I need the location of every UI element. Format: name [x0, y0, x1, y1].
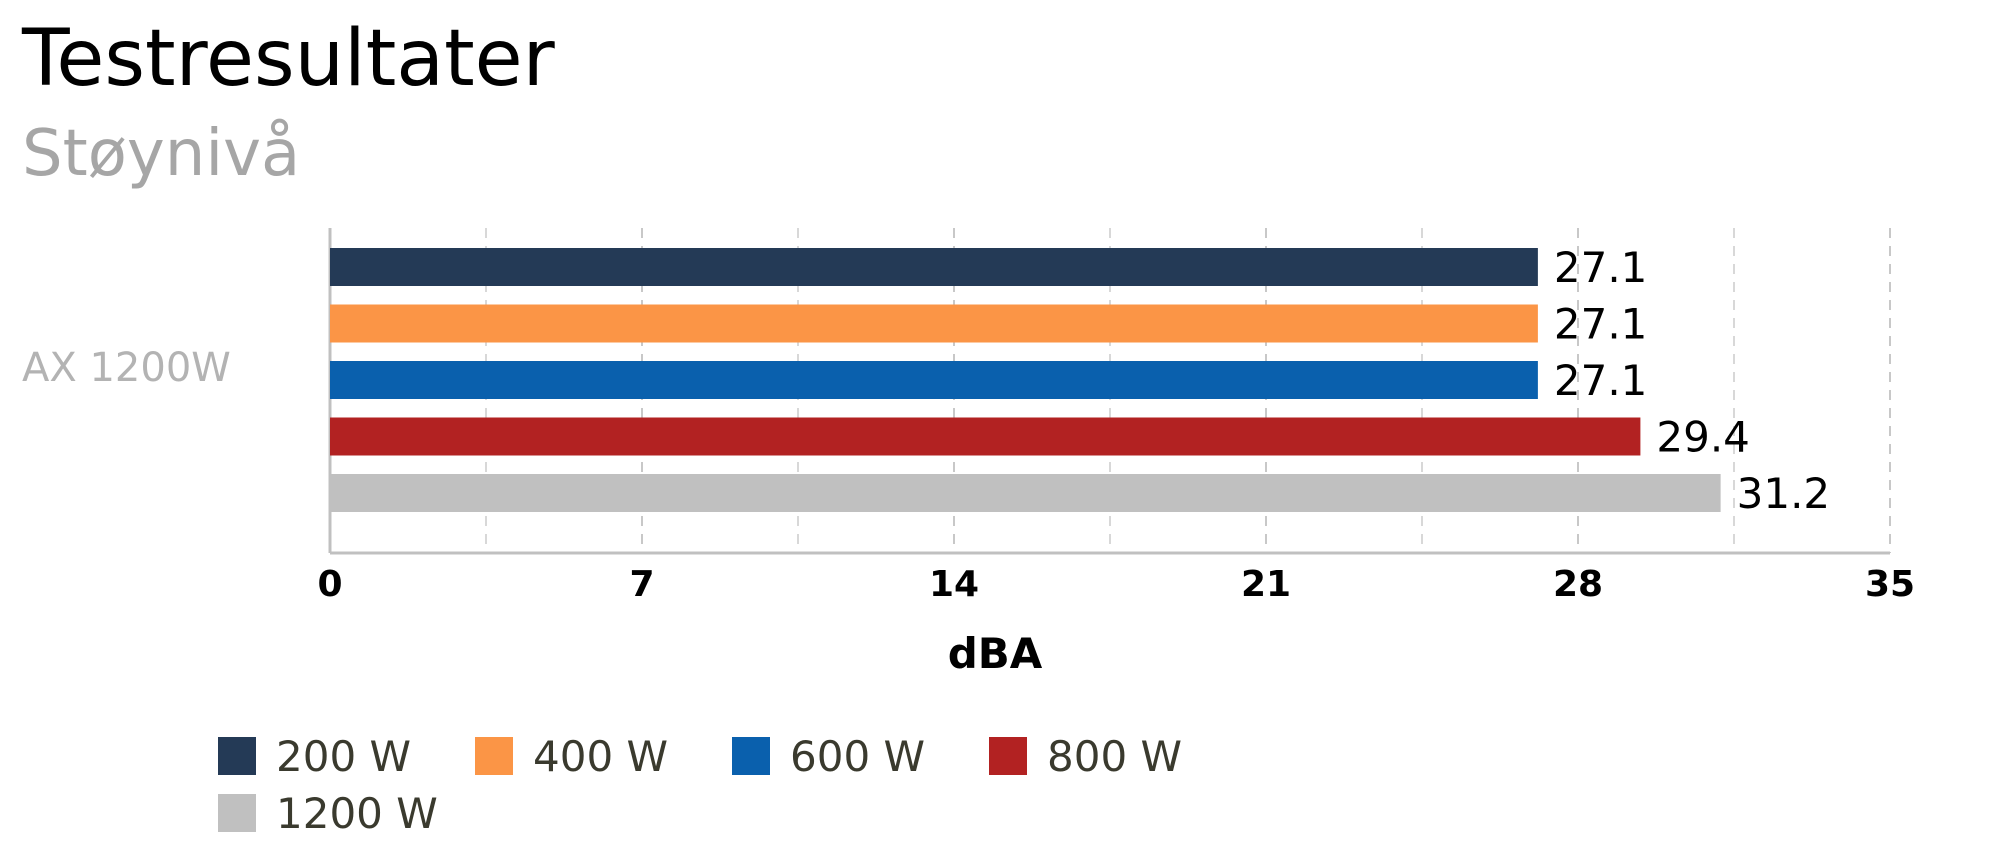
legend-label: 200 W — [276, 732, 411, 781]
legend-swatch — [732, 737, 770, 775]
x-tick-label: 28 — [1553, 564, 1603, 605]
legend-swatch — [218, 794, 256, 832]
x-tick-label: 0 — [317, 564, 342, 605]
legend: 200 W 400 W 600 W 800 W 1200 W — [218, 732, 1182, 838]
legend-swatch — [218, 737, 256, 775]
x-tick-label: 14 — [929, 564, 979, 605]
legend-label: 600 W — [790, 732, 925, 781]
category-label: AX 1200W — [22, 345, 231, 391]
x-tick-label: 7 — [629, 564, 654, 605]
data-label: 27.1 — [1554, 243, 1648, 292]
legend-label: 400 W — [533, 732, 668, 781]
legend-label: 1200 W — [276, 789, 438, 838]
data-label: 29.4 — [1656, 413, 1750, 462]
legend-label: 800 W — [1047, 732, 1182, 781]
bar — [330, 304, 1538, 343]
data-labels: 27.127.127.129.431.2 — [1554, 243, 1830, 518]
x-axis-title: dBA — [948, 629, 1043, 678]
x-tick-label: 21 — [1241, 564, 1291, 605]
bar — [330, 417, 1641, 456]
data-label: 27.1 — [1554, 300, 1648, 349]
x-tick-labels: 0 7 14 21 28 35 — [317, 564, 1915, 605]
data-label: 31.2 — [1737, 469, 1831, 518]
legend-swatch — [989, 737, 1027, 775]
chart-title: Testresultater — [22, 14, 555, 104]
bar — [330, 248, 1538, 286]
chart-subtitle: Støynivå — [22, 117, 301, 191]
data-label: 27.1 — [1554, 356, 1648, 405]
bar — [330, 361, 1538, 399]
bars — [330, 248, 1721, 512]
bar — [330, 474, 1721, 512]
x-tick-label: 35 — [1865, 564, 1915, 605]
legend-swatch — [475, 737, 513, 775]
